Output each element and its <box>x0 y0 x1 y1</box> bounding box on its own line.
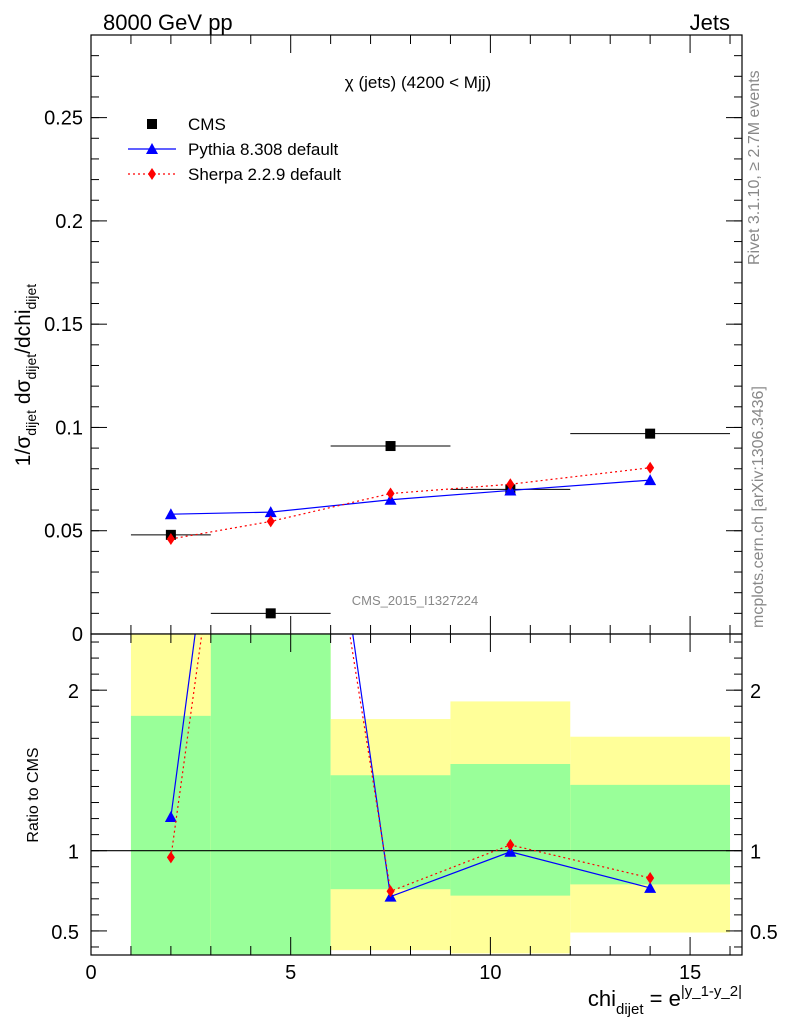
main-y-tick-label: 0.2 <box>55 211 83 233</box>
sherpa-marker <box>386 487 395 500</box>
pythia-marker <box>264 506 277 518</box>
main-panel-title: χ (jets) (4200 < Mjj) <box>345 73 491 92</box>
ratio-frame <box>90 633 743 956</box>
uncertainty-band-inner <box>450 764 571 896</box>
ratio-plot-area <box>91 634 742 955</box>
ratio-sherpa-marker <box>386 885 395 898</box>
x-tick-label: 5 <box>285 962 296 984</box>
uncertainty-band-inner <box>210 634 331 955</box>
ratio-sherpa-marker <box>506 838 515 851</box>
sherpa-marker <box>506 478 515 491</box>
legend-pythia-marker <box>146 143 158 154</box>
ratio-pythia-marker <box>164 810 177 822</box>
ratio-y-axis-label: Ratio to CMS <box>25 747 42 842</box>
header-jets-label: Jets <box>690 10 730 35</box>
svg-text:chidijet = e|y_1-y_2|: chidijet = e|y_1-y_2| <box>588 983 742 1018</box>
main-y-tick-label: 0.1 <box>55 417 83 439</box>
legend-label: Pythia 8.308 default <box>188 140 339 159</box>
legend-cms-marker <box>147 119 157 129</box>
pythia-marker <box>164 508 177 520</box>
ratio-pythia-marker <box>504 845 517 857</box>
x-tick-label: 10 <box>479 962 501 984</box>
ratio-y-tick-label-right: 1 <box>750 842 761 864</box>
ratio-y-tick-label: 1 <box>68 842 79 864</box>
ratio-y-tick-label-right: 2 <box>750 681 761 703</box>
ratio-y-tick-label-right: 0.5 <box>750 922 778 944</box>
sherpa-marker <box>646 461 655 474</box>
x-tick-label: 15 <box>679 962 701 984</box>
cms-data-point <box>385 441 396 452</box>
main-y-tick-label: 0.15 <box>44 314 83 336</box>
header-energy-label: 8000 GeV pp <box>103 10 233 35</box>
mcplots-label: mcplots.cern.ch [arXiv:1306.3436] <box>750 386 767 628</box>
uncertainty-band-inner <box>570 784 731 885</box>
pythia-marker <box>644 474 657 486</box>
ratio-pythia-marker <box>644 881 657 893</box>
cms-data-point <box>265 608 276 619</box>
ratio-sherpa-marker <box>166 851 175 864</box>
ratio-y-tick-label: 0.5 <box>51 922 79 944</box>
main-y-tick-label: 0 <box>72 624 83 646</box>
svg-text:1/σdijet dσdijet/dchidijet: 1/σdijet dσdijet/dchidijet <box>12 284 39 466</box>
main-y-tick-label: 0.25 <box>44 108 83 130</box>
x-tick-label: 0 <box>85 962 96 984</box>
main-y-tick-label: 0.05 <box>44 521 83 543</box>
legend-label: CMS <box>188 115 226 134</box>
sherpa-marker <box>166 532 175 545</box>
pythia-line <box>170 479 651 515</box>
uncertainty-band-inner <box>330 775 451 890</box>
x-axis-label: chidijet = e|y_1-y_2| <box>588 983 742 1018</box>
ratio-y-tick-label: 2 <box>68 681 79 703</box>
main-y-axis-label: 1/σdijet dσdijet/dchidijet <box>12 284 39 466</box>
legend: CMS Pythia 8.308 default Sherpa 2.2.9 defa… <box>128 115 341 184</box>
legend-sherpa-marker <box>148 168 156 180</box>
rivet-version-label: Rivet 3.1.10, ≥ 2.7M events <box>746 70 763 265</box>
sherpa-marker <box>266 515 275 528</box>
legend-label: Sherpa 2.2.9 default <box>188 165 341 184</box>
analysis-watermark: CMS_2015_I1327224 <box>352 593 479 608</box>
uncertainty-band-inner <box>130 715 211 955</box>
ratio-sherpa-marker <box>646 871 655 884</box>
sherpa-line <box>170 467 651 540</box>
cms-data-point <box>645 428 656 439</box>
